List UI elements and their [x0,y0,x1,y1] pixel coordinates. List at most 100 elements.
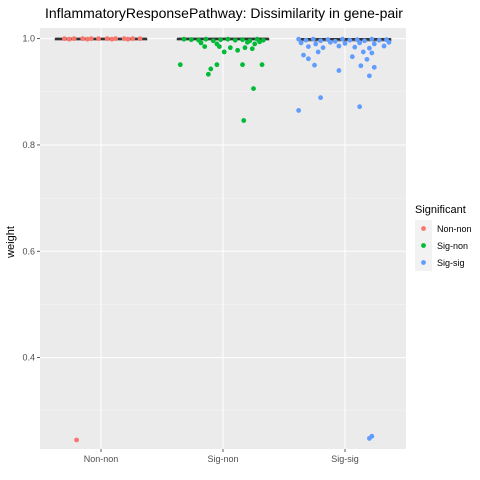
point-sig-non [235,47,241,53]
point-non-non [74,437,79,443]
point-non-non [96,36,101,42]
legend: Significant Non-non Sig-non Sig-sig [415,204,472,271]
legend-label: Sig-non [437,241,468,251]
point-sig-non [240,62,245,68]
legend-key-non-non [421,226,426,231]
point-sig-non [240,37,245,43]
chart-title: InflammatoryResponsePathway: Dissimilari… [45,5,403,21]
point-non-non [62,36,67,42]
y-tick-label: 1.0 [22,34,35,44]
x-tick-label: Sig-sig [331,454,359,464]
point-non-non [71,36,77,42]
point-sig-non [210,38,216,44]
point-sig-sig [318,38,323,44]
point-sig-sig [369,50,375,56]
point-sig-non [227,45,233,51]
point-sig-sig [367,73,372,79]
y-axis-ticks: 0.4 0.6 0.8 1.0 [22,34,40,363]
point-non-non [66,36,72,42]
point-sig-non [242,45,248,51]
point-sig-sig [360,49,366,55]
point-sig-sig [367,435,372,441]
point-non-non [130,36,136,42]
point-sig-sig [318,95,323,101]
point-sig-non [252,41,258,47]
point-sig-non [251,86,256,91]
point-sig-non [181,36,187,42]
y-tick-label: 0.8 [22,140,35,150]
point-sig-sig [312,62,317,68]
point-sig-sig [371,41,377,47]
x-tick-label: Sig-non [207,454,238,464]
point-sig-sig [306,44,311,50]
point-non-non [85,36,90,42]
legend-items: Non-non Sig-non Sig-sig [415,220,472,271]
point-sig-non [260,37,266,43]
point-sig-sig [357,40,363,46]
point-sig-sig [369,36,375,42]
point-sig-non [221,49,227,55]
legend-key-sig-non [421,243,426,248]
point-non-non [80,36,86,42]
point-sig-non [232,37,238,43]
point-sig-non [177,62,183,68]
point-sig-non [214,62,220,68]
y-tick-label: 0.4 [22,353,35,363]
point-sig-non [202,44,208,50]
point-sig-sig [381,43,387,49]
point-sig-sig [342,41,348,46]
legend-title: Significant [415,204,466,216]
point-sig-sig [357,104,363,110]
y-axis-label: weight [5,226,17,259]
point-sig-sig [386,39,392,45]
point-sig-sig [296,36,302,42]
point-sig-sig [313,41,319,47]
x-axis-ticks: Non-non Sig-non Sig-sig [84,449,359,464]
point-sig-non [259,62,265,68]
point-sig-sig [340,36,345,42]
point-sig-sig [301,52,306,58]
point-sig-sig [364,56,370,62]
point-sig-non [241,118,247,123]
point-sig-sig [358,63,364,69]
legend-key-sig-sig [421,260,426,265]
point-sig-sig [376,37,382,43]
point-sig-sig [371,64,377,70]
point-sig-sig [306,56,311,62]
point-sig-sig [362,38,367,44]
data-points [62,36,392,443]
point-sig-sig [315,49,321,55]
point-non-non [137,36,143,42]
point-sig-sig [298,40,304,46]
legend-label: Non-non [437,224,472,234]
point-non-non [113,36,119,42]
point-non-non [88,36,94,42]
point-sig-non [188,37,194,43]
point-non-non [125,36,131,42]
point-sig-non [225,36,231,42]
point-sig-sig [336,68,342,73]
point-sig-non [249,46,255,52]
point-sig-non [216,44,222,50]
point-sig-non [205,71,211,77]
point-non-non [104,36,110,42]
point-sig-sig [327,39,333,45]
x-tick-label: Non-non [84,454,119,464]
point-sig-sig [347,37,353,43]
point-sig-non [208,66,214,72]
point-sig-sig [352,44,358,50]
legend-label: Sig-sig [437,258,465,268]
point-sig-sig [310,36,316,42]
point-sig-sig [349,54,355,60]
point-sig-non [257,39,262,45]
point-sig-sig [367,45,372,51]
point-sig-non [245,39,250,45]
point-sig-non [203,36,209,42]
point-sig-non [198,40,204,46]
point-sig-sig [332,38,338,44]
point-sig-sig [296,107,302,113]
y-tick-label: 0.6 [22,246,35,256]
point-sig-sig [303,37,309,43]
point-sig-sig [336,43,342,49]
